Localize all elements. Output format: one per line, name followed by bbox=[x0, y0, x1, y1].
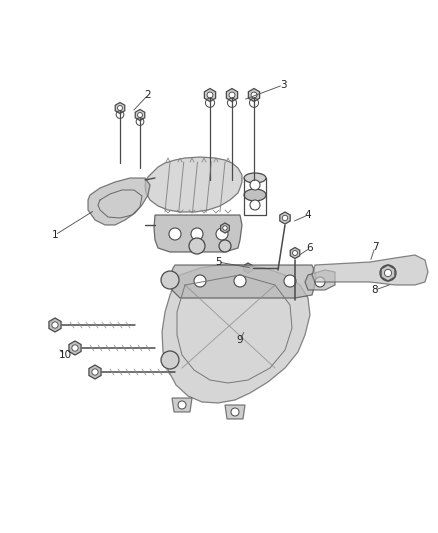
Polygon shape bbox=[88, 178, 150, 225]
Circle shape bbox=[223, 226, 227, 230]
Circle shape bbox=[315, 277, 325, 287]
Circle shape bbox=[207, 92, 213, 98]
Polygon shape bbox=[115, 102, 125, 114]
Circle shape bbox=[246, 266, 250, 270]
Text: 4: 4 bbox=[305, 210, 311, 220]
Polygon shape bbox=[170, 265, 316, 298]
Polygon shape bbox=[145, 157, 242, 212]
Polygon shape bbox=[89, 365, 101, 379]
Circle shape bbox=[194, 275, 206, 287]
Circle shape bbox=[169, 228, 181, 240]
Circle shape bbox=[283, 215, 288, 221]
Polygon shape bbox=[49, 318, 61, 332]
Circle shape bbox=[385, 269, 392, 277]
Polygon shape bbox=[290, 247, 300, 259]
Circle shape bbox=[92, 369, 98, 375]
Polygon shape bbox=[248, 88, 260, 101]
Circle shape bbox=[191, 228, 203, 240]
Polygon shape bbox=[154, 215, 242, 252]
Circle shape bbox=[250, 200, 260, 210]
Text: 5: 5 bbox=[215, 257, 221, 267]
Text: 7: 7 bbox=[372, 242, 378, 252]
Circle shape bbox=[293, 251, 297, 255]
Polygon shape bbox=[162, 265, 310, 403]
Circle shape bbox=[178, 401, 186, 409]
Text: 8: 8 bbox=[372, 285, 378, 295]
Circle shape bbox=[216, 228, 228, 240]
Text: 2: 2 bbox=[145, 90, 151, 100]
Polygon shape bbox=[225, 405, 245, 419]
Circle shape bbox=[234, 275, 246, 287]
Text: 1: 1 bbox=[52, 230, 58, 240]
Polygon shape bbox=[221, 223, 230, 233]
Polygon shape bbox=[205, 88, 215, 101]
Circle shape bbox=[219, 240, 231, 252]
Text: 9: 9 bbox=[237, 335, 244, 345]
Polygon shape bbox=[135, 109, 145, 120]
Polygon shape bbox=[312, 255, 428, 285]
Circle shape bbox=[251, 92, 257, 98]
Ellipse shape bbox=[244, 173, 266, 183]
Text: 10: 10 bbox=[58, 350, 71, 360]
Circle shape bbox=[380, 265, 396, 281]
Polygon shape bbox=[305, 270, 335, 290]
Polygon shape bbox=[226, 88, 238, 101]
Polygon shape bbox=[172, 398, 192, 412]
Circle shape bbox=[138, 112, 142, 117]
Circle shape bbox=[231, 408, 239, 416]
Polygon shape bbox=[280, 212, 290, 224]
Polygon shape bbox=[381, 265, 395, 281]
Polygon shape bbox=[244, 263, 252, 273]
Polygon shape bbox=[69, 341, 81, 355]
Ellipse shape bbox=[244, 189, 266, 201]
Text: 3: 3 bbox=[280, 80, 286, 90]
Circle shape bbox=[250, 180, 260, 190]
Text: 6: 6 bbox=[307, 243, 313, 253]
Circle shape bbox=[284, 275, 296, 287]
Circle shape bbox=[384, 269, 392, 277]
Circle shape bbox=[229, 92, 235, 98]
Circle shape bbox=[117, 106, 123, 110]
Circle shape bbox=[161, 351, 179, 369]
Circle shape bbox=[52, 322, 58, 328]
Circle shape bbox=[72, 345, 78, 351]
Circle shape bbox=[189, 238, 205, 254]
Circle shape bbox=[161, 271, 179, 289]
